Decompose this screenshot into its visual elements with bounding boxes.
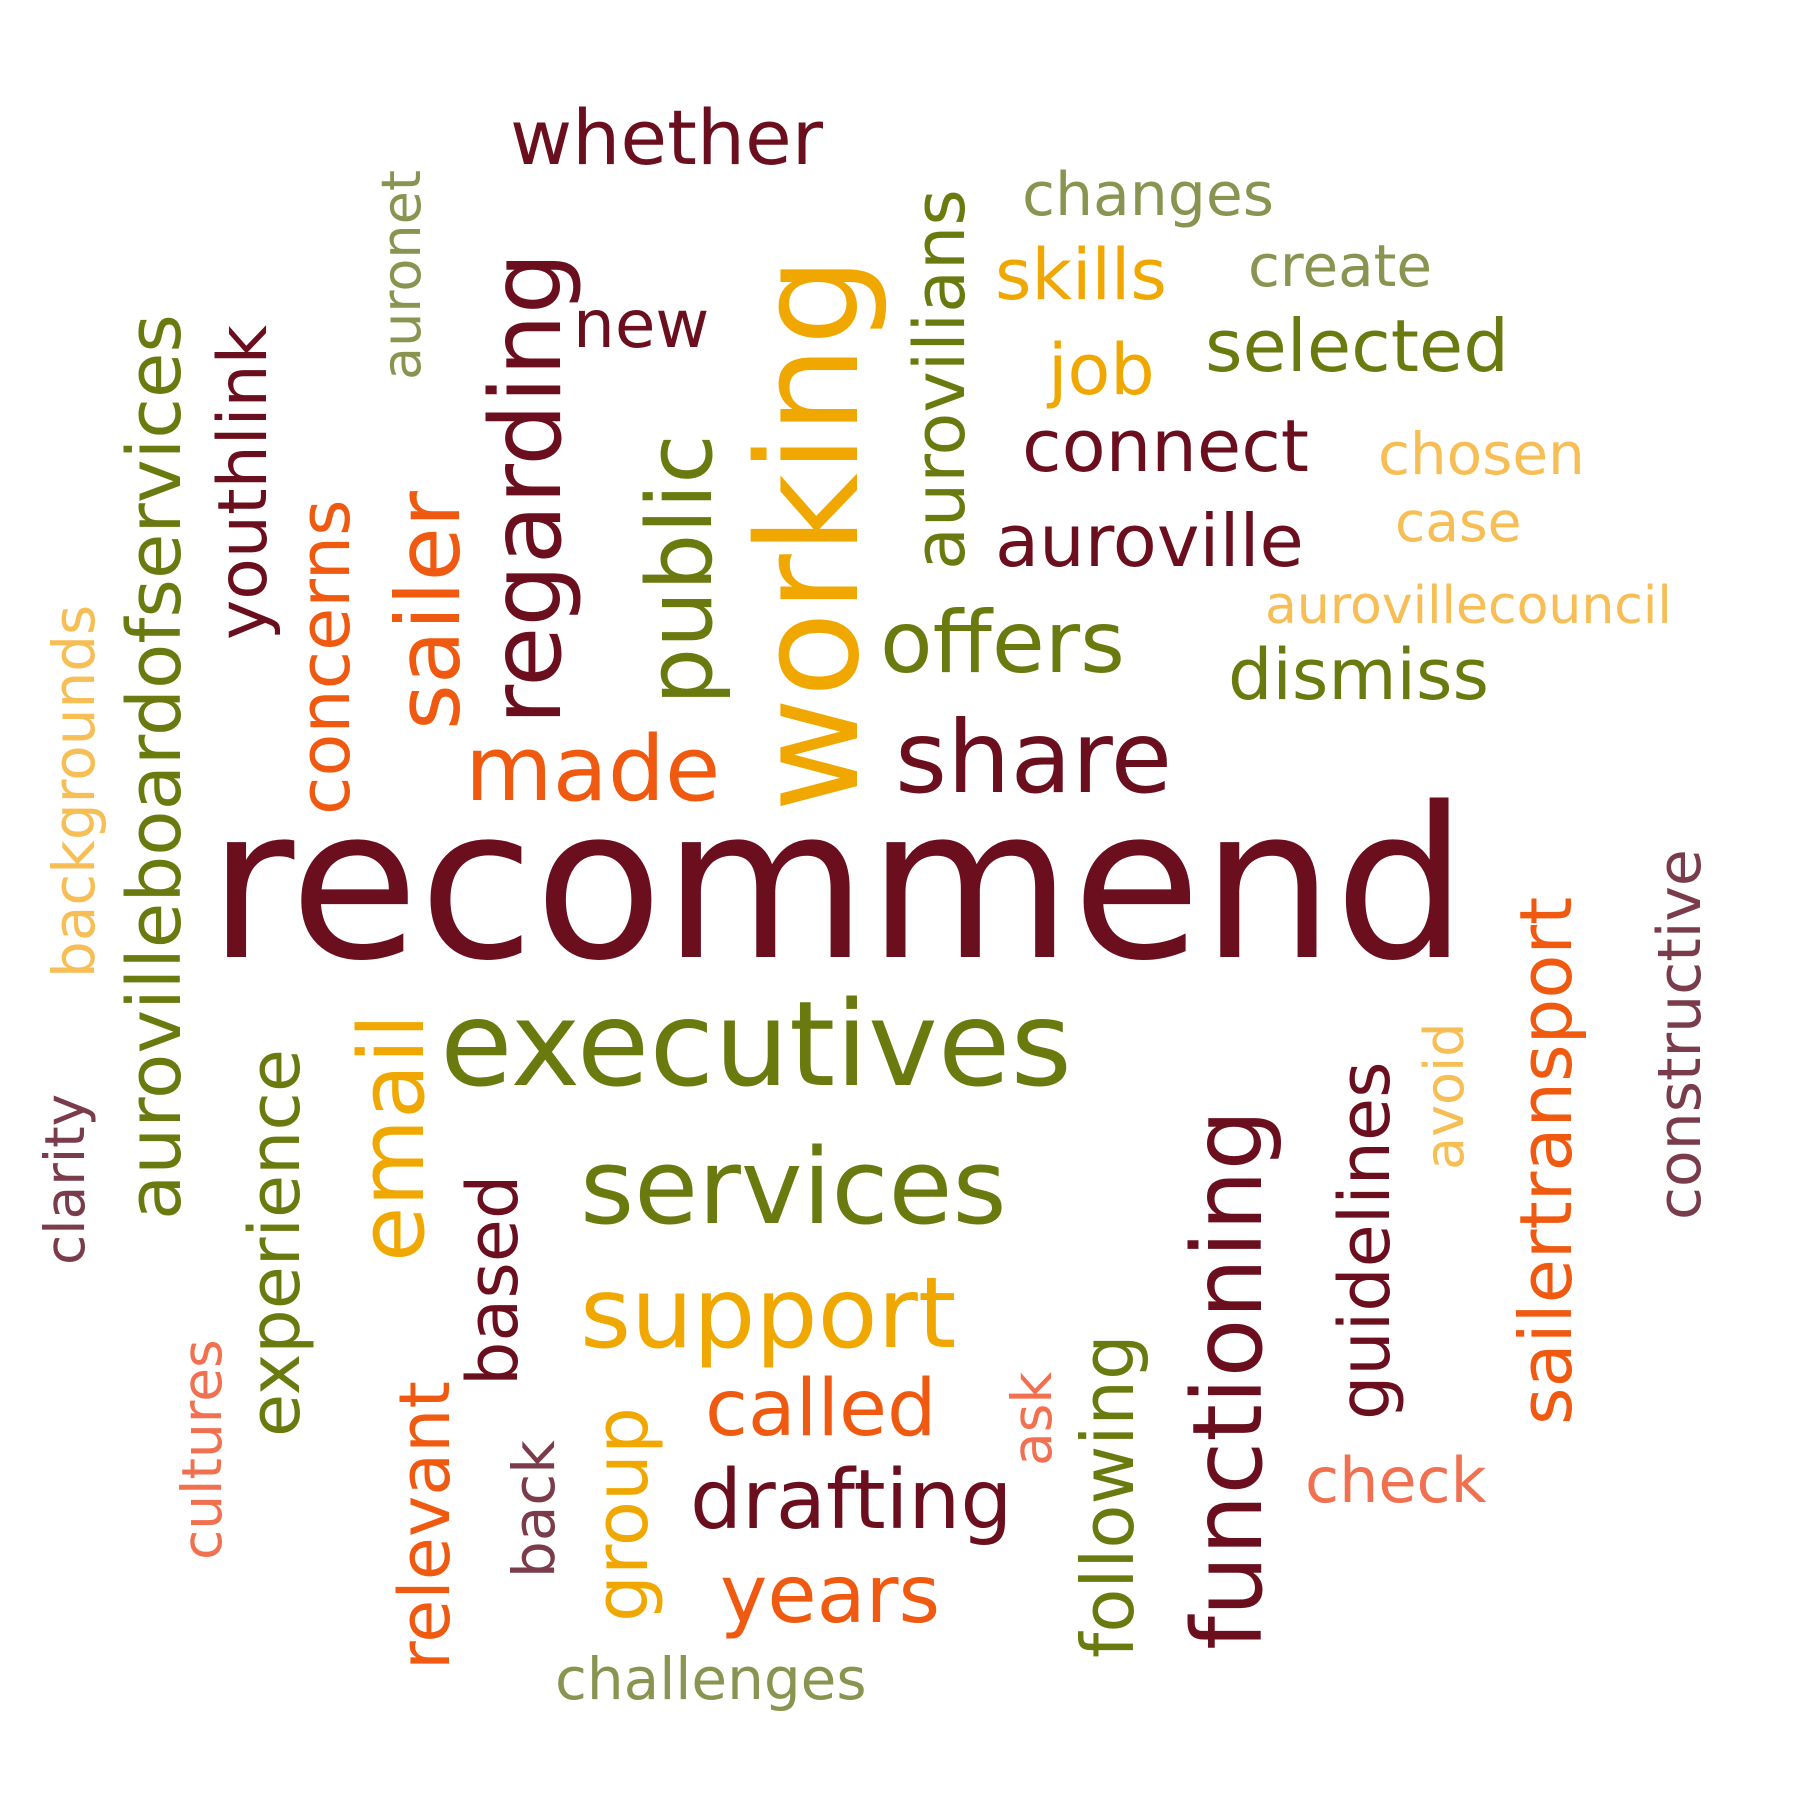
word-create: create xyxy=(1248,232,1433,300)
word-youthlink: youthlink xyxy=(204,325,283,640)
word-made: made xyxy=(465,717,721,822)
word-chosen: chosen xyxy=(1378,420,1585,488)
word-skills: skills xyxy=(995,234,1167,316)
word-email: email xyxy=(340,1013,445,1262)
word-clarity: clarity xyxy=(33,1093,97,1265)
word-dismiss: dismiss xyxy=(1228,634,1489,716)
word-constructive: constructive xyxy=(1645,849,1715,1220)
word-support: support xyxy=(580,1257,957,1371)
word-offers: offers xyxy=(880,593,1125,693)
word-auronet: auronet xyxy=(370,170,433,380)
word-guidelines: guidelines xyxy=(1324,1061,1406,1420)
word-years: years xyxy=(720,1548,941,1641)
word-based: based xyxy=(452,1174,534,1386)
word-auroville: auroville xyxy=(995,499,1304,583)
word-functioning: functioning xyxy=(1172,1109,1284,1650)
word-cultures: cultures xyxy=(170,1339,234,1560)
word-following: following xyxy=(1066,1334,1150,1658)
word-drafting: drafting xyxy=(690,1453,1013,1548)
word-public: public xyxy=(628,434,733,705)
word-avoid: avoid xyxy=(1413,1022,1476,1170)
word-aurovilians: aurovilians xyxy=(899,189,981,570)
word-sailertransport: sailertransport xyxy=(1504,896,1588,1425)
word-job: job xyxy=(1048,329,1155,411)
word-challenges: challenges xyxy=(555,1645,867,1713)
word-relevant: relevant xyxy=(384,1381,466,1670)
word-recommend: recommend xyxy=(208,762,1468,1007)
word-concerns: concerns xyxy=(284,499,366,815)
word-whether: whether xyxy=(510,93,824,182)
word-changes: changes xyxy=(1022,160,1275,230)
word-experience: experience xyxy=(234,1049,316,1437)
word-aurovilleboardofservices: aurovilleboardofservices xyxy=(112,314,198,1220)
word-services: services xyxy=(580,1126,1007,1248)
word-back: back xyxy=(500,1440,568,1578)
word-regarding: regarding xyxy=(470,251,584,725)
word-called: called xyxy=(705,1364,937,1454)
word-working: working xyxy=(728,256,891,812)
word-selected: selected xyxy=(1205,304,1509,388)
word-new: new xyxy=(573,286,710,363)
word-group: group xyxy=(579,1407,665,1622)
word-case: case xyxy=(1395,490,1522,554)
word-aurovillecouncil: aurovillecouncil xyxy=(1265,576,1672,636)
word-connect: connect xyxy=(1022,404,1310,488)
word-share: share xyxy=(895,699,1173,816)
word-backgrounds: backgrounds xyxy=(40,604,108,978)
word-check: check xyxy=(1305,1444,1487,1517)
word-sailer: sailer xyxy=(377,491,480,730)
word-ask: ask xyxy=(1000,1371,1064,1466)
word-executives: executives xyxy=(440,975,1072,1113)
